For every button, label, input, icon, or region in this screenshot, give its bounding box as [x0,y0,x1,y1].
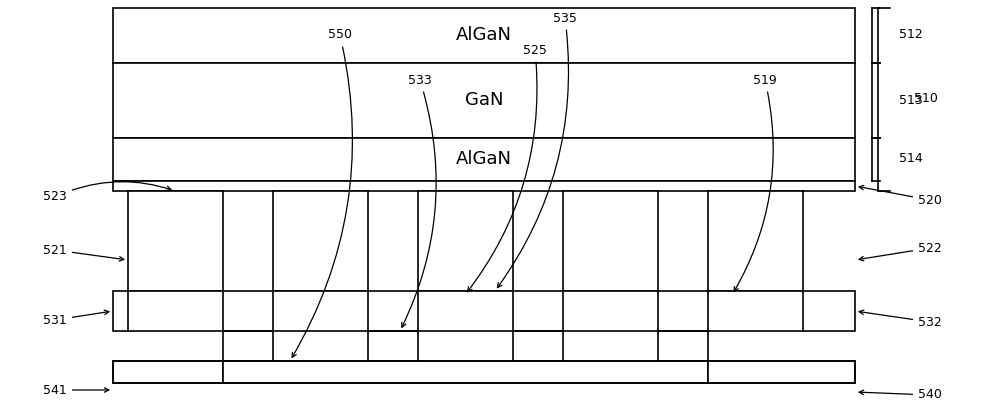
Text: 541: 541 [43,384,109,397]
Bar [708,191,803,291]
Bar [513,331,563,361]
Bar [708,361,855,383]
Text: 531: 531 [43,310,109,326]
Bar [418,191,513,291]
Text: 510: 510 [914,93,938,106]
Text: 522: 522 [859,241,942,261]
Bar [418,291,513,331]
Text: 513: 513 [899,93,923,106]
Text: GaN: GaN [465,91,503,109]
Text: AlGaN: AlGaN [456,26,512,44]
Bar [113,181,855,191]
Bar [128,191,223,291]
Bar [113,361,223,383]
Bar [563,291,658,331]
Bar [563,191,658,291]
Bar [113,361,855,383]
Bar [113,291,855,331]
Text: 525: 525 [468,44,547,292]
Text: 519: 519 [734,73,777,291]
Bar [113,138,855,181]
Text: 512: 512 [899,29,923,42]
Bar [113,291,855,331]
Bar [223,361,708,383]
Bar [128,291,223,331]
Bar [113,63,855,138]
Bar [658,331,708,361]
Bar [368,331,418,361]
Text: 540: 540 [859,388,942,401]
Bar [273,191,368,291]
Text: 520: 520 [859,185,942,206]
Text: 523: 523 [43,182,171,204]
Text: 514: 514 [899,152,923,166]
Text: 521: 521 [43,243,124,261]
Bar [273,291,368,331]
Text: 533: 533 [402,73,436,327]
Text: 550: 550 [292,29,352,357]
Bar [708,291,803,331]
Bar [113,8,855,63]
Bar [223,331,273,361]
Text: 532: 532 [859,310,942,328]
Text: 535: 535 [497,12,577,288]
Text: AlGaN: AlGaN [456,150,512,168]
